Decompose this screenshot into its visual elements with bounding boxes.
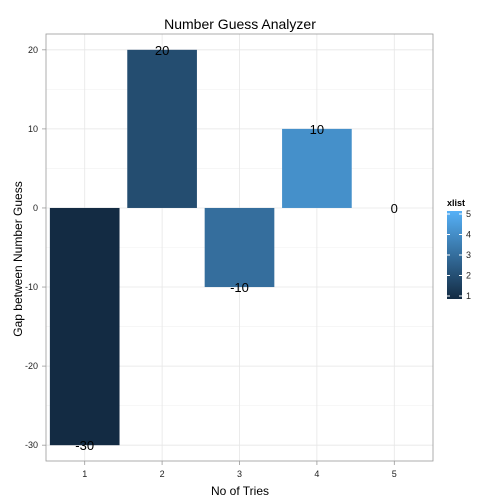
x-tick-label: 5 (392, 469, 397, 479)
legend-label: 2 (466, 271, 471, 281)
legend-label: 4 (466, 230, 471, 240)
x-tick-label: 2 (160, 469, 165, 479)
legend-label: 3 (466, 250, 471, 260)
x-tick-label: 4 (314, 469, 319, 479)
data-label-4: 10 (310, 122, 324, 137)
y-tick-label: 20 (28, 45, 38, 55)
legend-label: 5 (466, 209, 471, 219)
bar-3 (204, 207, 275, 288)
data-labels: -30 20 -10 10 0 (75, 43, 398, 453)
y-tick-label: -10 (25, 282, 38, 292)
legend-color-scale (447, 211, 462, 299)
chart-title: Number Guess Analyzer (164, 16, 316, 32)
y-tick-label: -20 (25, 361, 38, 371)
y-tick-label: 10 (28, 124, 38, 134)
data-label-3: -10 (230, 280, 249, 295)
x-axis-title: No of Tries (211, 484, 269, 498)
legend-label: 1 (466, 291, 471, 301)
data-label-5: 0 (391, 201, 398, 216)
data-label-2: 20 (155, 43, 169, 58)
axes: 20 10 0 -10 -20 -30 1 2 3 4 5 (25, 33, 434, 479)
x-tick-label: 1 (82, 469, 87, 479)
legend-title: xlist (447, 198, 465, 208)
y-axis-title: Gap between Number Guess (11, 181, 25, 336)
data-label-1: -30 (75, 438, 94, 453)
x-tick-label: 3 (237, 469, 242, 479)
y-tick-label: 0 (33, 203, 38, 213)
legend: xlist 5 4 3 2 1 (447, 198, 471, 301)
bar-2 (127, 49, 197, 208)
y-tick-label: -30 (25, 440, 38, 450)
bar-1 (49, 207, 120, 446)
bar-4 (282, 128, 352, 208)
bars (49, 49, 352, 446)
